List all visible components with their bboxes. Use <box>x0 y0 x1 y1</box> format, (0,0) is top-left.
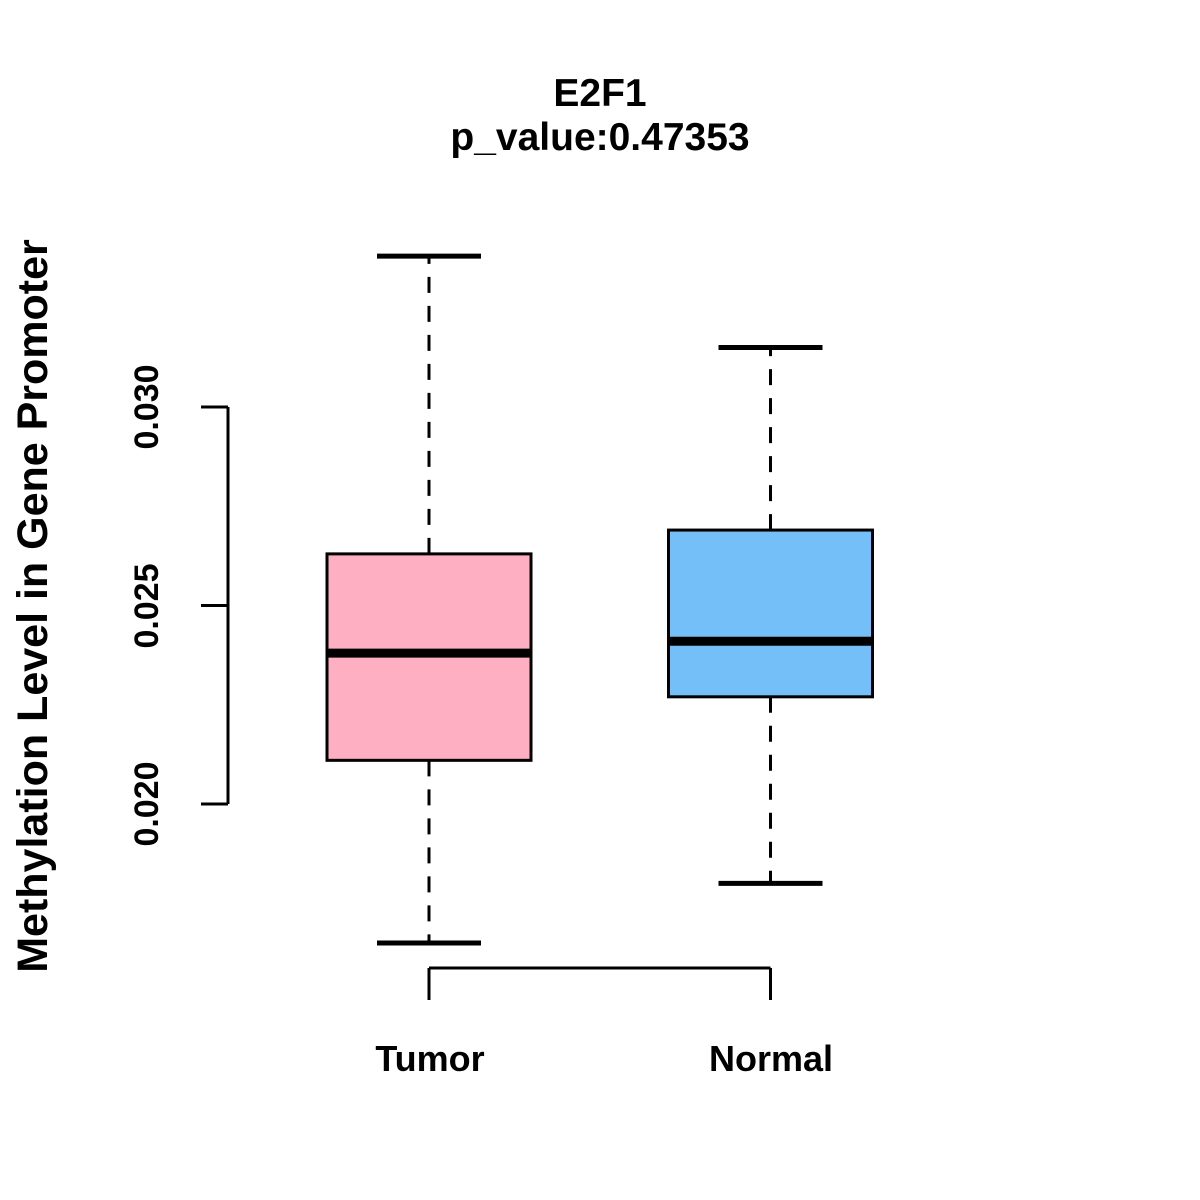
x-category-label-tumor: Tumor <box>375 1038 485 1079</box>
chart-title: E2F1 <box>553 72 647 115</box>
chart-subtitle-pvalue: p_value:0.47353 <box>450 116 750 159</box>
x-category-label-normal: Normal <box>708 1038 834 1079</box>
